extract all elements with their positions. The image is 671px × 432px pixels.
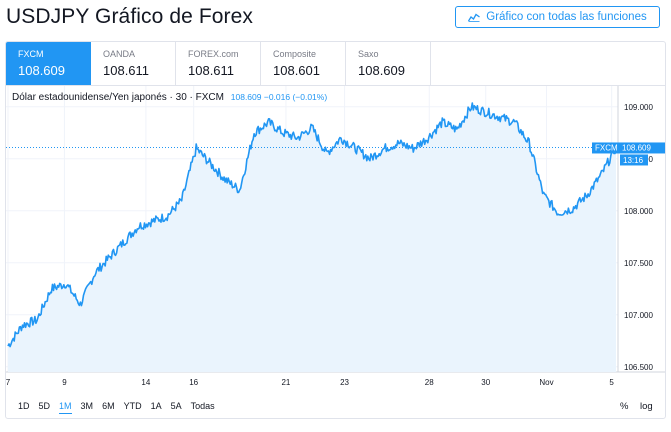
y-tick-label: 107.500	[624, 259, 653, 268]
range-ytd[interactable]: YTD	[123, 401, 142, 411]
chart-line-icon	[468, 13, 481, 22]
full-chart-button[interactable]: Gráfico con todas las funciones	[455, 6, 660, 28]
range-5a[interactable]: 5A	[170, 401, 182, 411]
y-tick-label: 109.000	[624, 103, 653, 112]
tab-oanda[interactable]: OANDA 108.611	[91, 42, 176, 85]
x-tick-label: 9	[62, 378, 67, 387]
chart-panel: FXCM 108.609 OANDA 108.611 FOREX.com 108.611 C…	[5, 41, 666, 419]
price-area-fill	[8, 103, 616, 372]
tab-price: 108.611	[103, 63, 150, 78]
range-1a[interactable]: 1A	[150, 401, 162, 411]
tab-price: 108.609	[18, 63, 65, 78]
tab-price: 108.609	[358, 63, 405, 78]
tab-composite[interactable]: Composite 108.601	[261, 42, 346, 85]
full-chart-label: Gráfico con todas las funciones	[486, 11, 647, 23]
x-tick-label: 7	[6, 378, 11, 387]
tab-exchange-name: OANDA	[103, 49, 136, 59]
y-tick-label: 108.000	[624, 207, 653, 216]
legend-symbol: Dólar estadounidense/Yen japonés · 30 · …	[12, 92, 224, 103]
tab-saxo[interactable]: Saxo 108.609	[346, 42, 431, 85]
exchange-tabs: FXCM 108.609 OANDA 108.611 FOREX.com 108.611 C…	[6, 42, 431, 85]
percent-toggle[interactable]: %	[620, 401, 629, 412]
x-tick-label: Nov	[539, 378, 553, 387]
x-tick-label: 28	[425, 378, 434, 387]
legend-values: 108.609 −0.016 (−0.01%)	[230, 92, 328, 102]
countdown-box	[620, 154, 648, 166]
range-3m[interactable]: 3M	[80, 401, 94, 411]
x-tick-label: 5	[609, 378, 614, 387]
x-tick-label: 30	[481, 378, 490, 387]
countdown-label: 13:16	[623, 156, 644, 165]
range-1d[interactable]: 1D	[18, 401, 30, 411]
tab-forex-com[interactable]: FOREX.com 108.611	[176, 42, 261, 85]
page-title: USDJPY Gráfico de Forex	[6, 5, 253, 28]
x-tick-label: 14	[141, 378, 150, 387]
tabs-divider	[6, 85, 665, 86]
tab-fxcm[interactable]: FXCM 108.609	[6, 42, 91, 85]
range-1m[interactable]: 1M	[59, 401, 72, 414]
range-todas[interactable]: Todas	[190, 401, 215, 411]
tab-price: 108.601	[273, 63, 320, 78]
chart-legend: Dólar estadounidense/Yen japonés · 30 · …	[12, 92, 327, 103]
tab-exchange-name: FXCM	[18, 49, 44, 59]
price-label-value: 108.609	[622, 143, 651, 152]
y-tick-label: 107.000	[624, 311, 653, 320]
price-line	[7, 102, 617, 348]
x-tick-label: 23	[340, 378, 349, 387]
x-tick-label: 21	[281, 378, 290, 387]
price-chart[interactable]: 109.000108.500108.000107.500107.000106.5…	[6, 42, 666, 419]
price-label-source: FXCM	[595, 143, 618, 152]
tab-exchange-name: Saxo	[358, 49, 379, 59]
x-tick-label: 16	[189, 378, 198, 387]
log-toggle[interactable]: log	[640, 401, 653, 412]
y-tick-label: 106.500	[624, 363, 653, 372]
range-5d[interactable]: 5D	[38, 401, 51, 411]
range-6m[interactable]: 6M	[102, 401, 115, 411]
tab-exchange-name: FOREX.com	[188, 49, 239, 59]
price-label-box	[592, 142, 665, 154]
tab-exchange-name: Composite	[273, 49, 317, 59]
time-range-selector: 1D 5D 1M 3M 6M YTD 1A 5A Todas	[18, 401, 224, 414]
tab-price: 108.611	[188, 63, 235, 78]
